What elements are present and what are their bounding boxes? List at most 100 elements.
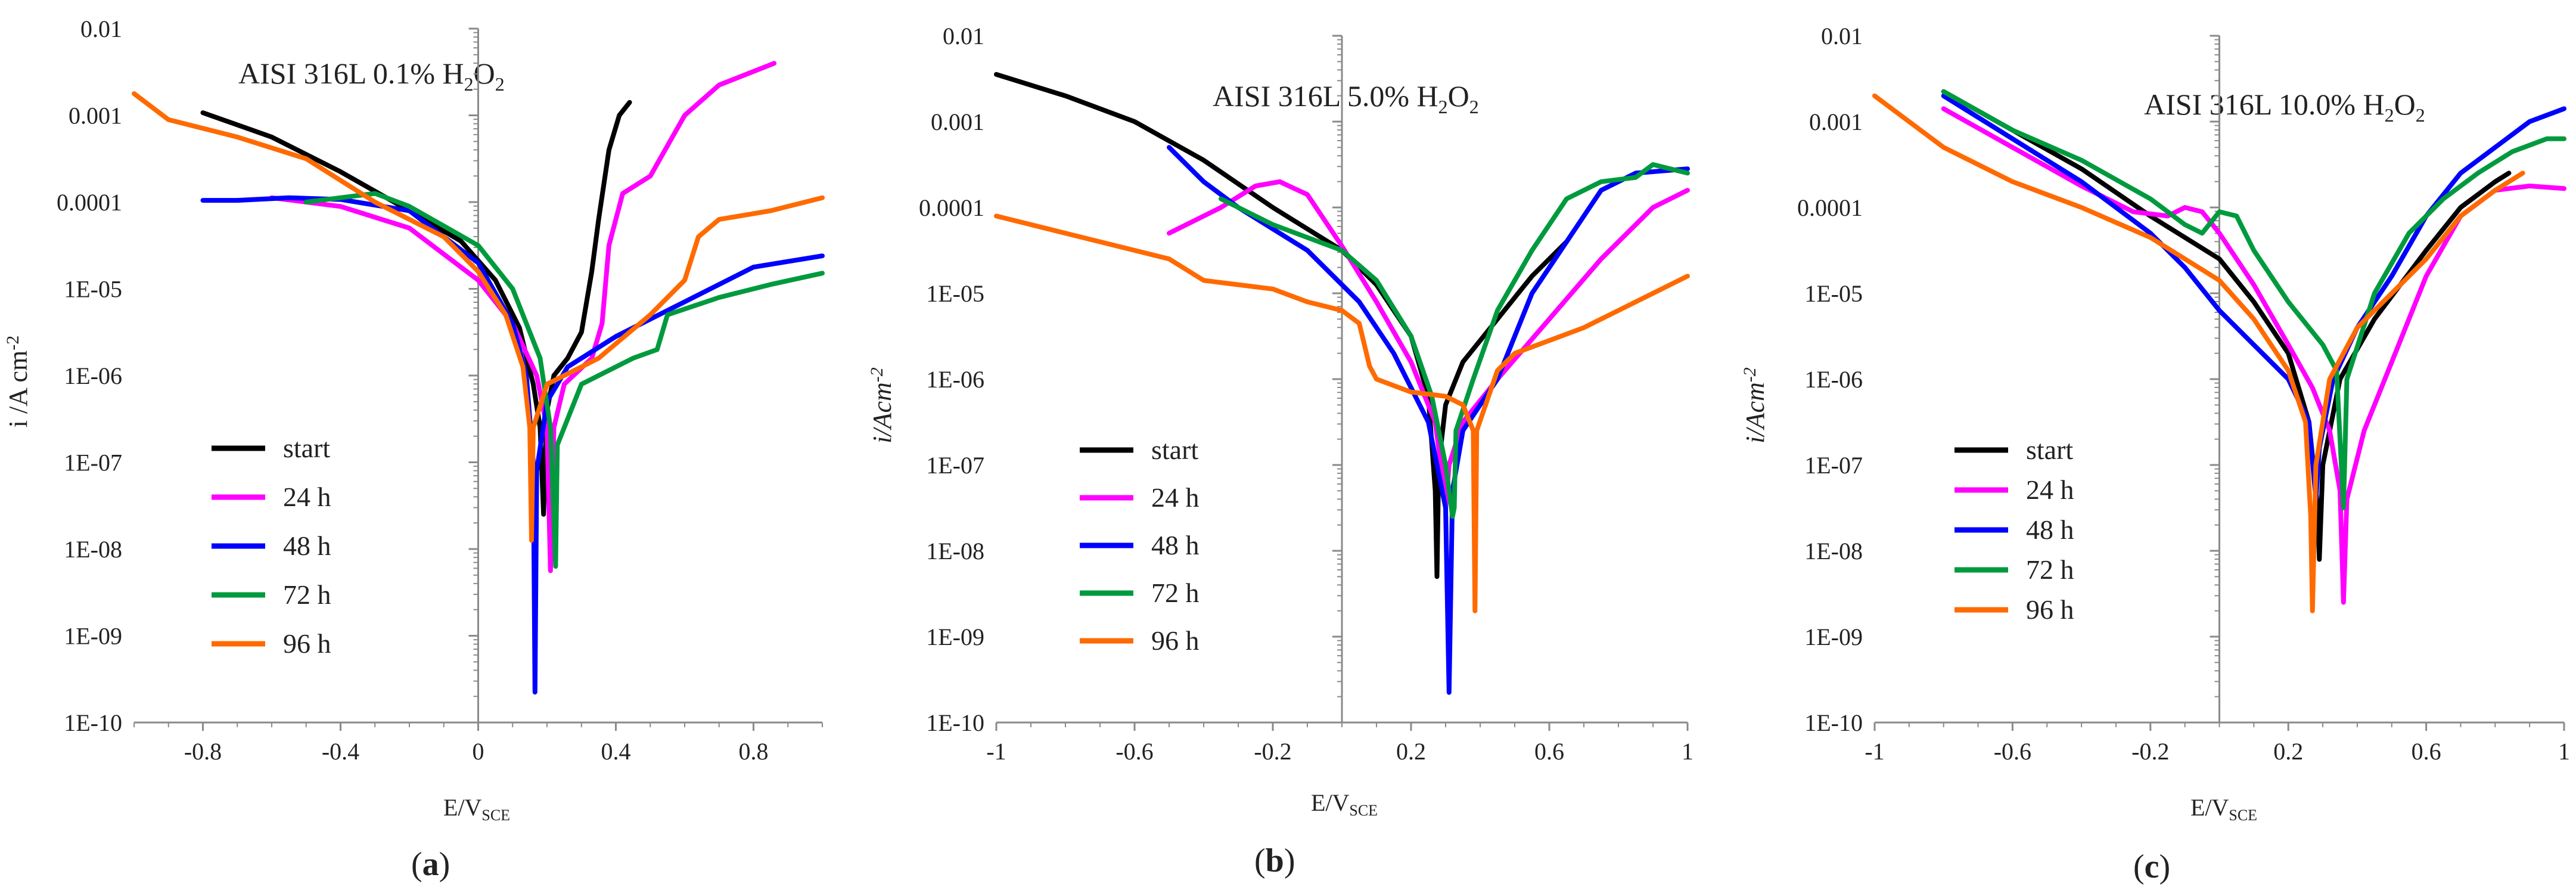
panel-c-xlabel: E/VSCE bbox=[2190, 794, 2257, 824]
panel-a-title-mid: O bbox=[474, 57, 495, 90]
plot-layer: 1E-10 1E-09 1E-08 1E-07 1E-06 1E-05 0.0001 0.00… bbox=[57, 15, 2570, 765]
panel-c-y-tick-label: 0.01 bbox=[1821, 23, 1863, 49]
panel-a-series-72-h bbox=[303, 191, 825, 569]
panel-b-legend: start 24 h 48 h 72 h 96 h bbox=[1080, 435, 1200, 656]
panel-a-x-tick-label: 0.4 bbox=[601, 738, 631, 765]
panel-b-series-24-h bbox=[1167, 179, 1690, 510]
panel-c-ylabel-sup: -2 bbox=[1740, 367, 1760, 382]
panel-a-x-tick-label: 0.8 bbox=[739, 738, 769, 765]
panel-c-ylabel: i/Acm-2 bbox=[1740, 367, 1770, 444]
panel-c-label-letter: c bbox=[2145, 848, 2159, 885]
panel-c-title-main: AISI 316L 10.0% H bbox=[2144, 88, 2385, 121]
panel-b-ylabel-main: i/Acm bbox=[868, 382, 897, 444]
panel-a-label-letter: a bbox=[422, 846, 439, 883]
panel-b-legend-label-start: start bbox=[1151, 435, 1198, 465]
panel-a-y-tick-label: 0.0001 bbox=[57, 189, 122, 216]
panel-b-label: (b) bbox=[1254, 842, 1295, 879]
panel-c-y-tick-label: 0.001 bbox=[1809, 108, 1863, 135]
panel-c-plot: 1E-10 1E-09 1E-08 1E-07 1E-06 1E-05 0.0001 0.00… bbox=[1797, 23, 2570, 765]
panel-a-series-96-h bbox=[132, 91, 825, 543]
panel-c-x-tick-label: 0.6 bbox=[2412, 738, 2441, 765]
panel-a-title-sub2: 2 bbox=[495, 73, 505, 95]
panel-b-xlabel-sub: SCE bbox=[1349, 802, 1378, 819]
panel-c-legend-label-48-h: 48 h bbox=[2026, 514, 2074, 545]
panel-c-x-tick-label: 0.2 bbox=[2273, 738, 2303, 765]
panel-b-ylabel-sup: -2 bbox=[867, 367, 887, 382]
panel-b-x-tick-label: 0.2 bbox=[1396, 738, 1426, 765]
panel-a-y-tick-label: 1E-05 bbox=[64, 276, 122, 303]
panel-a: AISI 316L 0.1% H2O2 i /A cm-2 E/VSCE (a) bbox=[3, 57, 510, 883]
panel-b-legend-label-96-h: 96 h bbox=[1151, 625, 1200, 656]
panel-b-title-sub1: 2 bbox=[1438, 96, 1448, 117]
panel-a-legend-label-96-h: 96 h bbox=[283, 628, 331, 659]
panel-c-xlabel-main: E/V bbox=[2190, 794, 2229, 821]
panel-b-x-tick-label: -1 bbox=[986, 738, 1006, 765]
panel-c-series-72-h bbox=[1941, 89, 2566, 510]
panel-c-legend-label-24-h: 24 h bbox=[2026, 475, 2074, 505]
panel-c-title-sub1: 2 bbox=[2385, 104, 2394, 126]
panel-b-x-tick-label: -0.6 bbox=[1115, 738, 1153, 765]
panel-a-legend-label-48-h: 48 h bbox=[283, 531, 331, 561]
panel-b-series-48-h bbox=[1167, 145, 1690, 695]
panel-c-legend-label-start: start bbox=[2026, 435, 2073, 465]
panel-c-legend-label-72-h: 72 h bbox=[2026, 554, 2074, 585]
panel-a-y-tick-label: 0.001 bbox=[69, 103, 122, 129]
panel-a-y-tick-label: 1E-07 bbox=[64, 449, 122, 476]
panel-a-label: (a) bbox=[411, 846, 450, 883]
panel-a-y-tick-label: 1E-08 bbox=[64, 536, 122, 563]
panel-a-title-main: AISI 316L 0.1% H bbox=[238, 57, 464, 90]
panel-a-xlabel-sub: SCE bbox=[481, 807, 510, 824]
panel-c-y-tick-label: 1E-10 bbox=[1804, 709, 1863, 736]
panel-a-plot: 1E-10 1E-09 1E-08 1E-07 1E-06 1E-05 0.0001 0.00… bbox=[57, 15, 825, 765]
panel-b-series-96-h bbox=[994, 213, 1690, 613]
panel-a-xlabel-main: E/V bbox=[443, 794, 482, 821]
panel-c-series-96-h bbox=[1872, 93, 2525, 613]
panel-b-label-letter: b bbox=[1266, 842, 1284, 879]
panel-a-title: AISI 316L 0.1% H2O2 bbox=[238, 57, 505, 95]
panel-b-y-tick-label: 1E-07 bbox=[926, 452, 984, 479]
panel-a-legend-label-72-h: 72 h bbox=[283, 579, 331, 610]
panel-c-series-start bbox=[1941, 89, 2512, 562]
panel-a-legend-label-24-h: 24 h bbox=[283, 482, 331, 512]
panel-c-x-tick-label: -0.2 bbox=[2131, 738, 2169, 765]
panel-b-series-start bbox=[994, 72, 1569, 579]
panel-a-y-tick-label: 1E-09 bbox=[64, 623, 122, 650]
panel-b-y-tick-label: 1E-05 bbox=[926, 280, 984, 307]
panel-c-label: (c) bbox=[2133, 848, 2170, 885]
panel-b-y-tick-label: 0.01 bbox=[943, 23, 984, 49]
panel-a-ylabel-sup: -2 bbox=[3, 336, 23, 351]
panel-b-xlabel-main: E/V bbox=[1311, 789, 1350, 816]
panel-c-legend-label-96-h: 96 h bbox=[2026, 594, 2074, 625]
panel-b-ylabel: i/Acm-2 bbox=[867, 367, 897, 444]
panel-c-title-mid: O bbox=[2394, 88, 2416, 121]
panel-b-title: AISI 316L 5.0% H2O2 bbox=[1213, 79, 1479, 117]
panel-b: AISI 316L 5.0% H2O2 i/Acm-2 E/VSCE (b) bbox=[867, 79, 1479, 879]
panel-c-y-tick-label: 1E-07 bbox=[1804, 452, 1863, 479]
panel-a-y-tick-label: 1E-06 bbox=[64, 362, 122, 389]
panel-a-xlabel: E/VSCE bbox=[443, 794, 510, 824]
panel-c-x-tick-label: -1 bbox=[1865, 738, 1884, 765]
panel-b-y-tick-label: 0.001 bbox=[931, 108, 984, 135]
panel-a-y-tick-label: 0.01 bbox=[80, 15, 122, 42]
panel-a-x-tick-label: 0 bbox=[473, 738, 484, 765]
panel-b-x-tick-label: 1 bbox=[1682, 738, 1693, 765]
panel-b-x-tick-label: -0.2 bbox=[1254, 738, 1291, 765]
panel-c-legend: start 24 h 48 h 72 h 96 h bbox=[1954, 435, 2074, 625]
panel-b-y-tick-label: 1E-10 bbox=[926, 709, 984, 736]
panel-b-legend-label-72-h: 72 h bbox=[1151, 578, 1200, 608]
panel-a-x-tick-label: -0.8 bbox=[184, 738, 222, 765]
panel-a-legend: start 24 h 48 h 72 h 96 h bbox=[212, 433, 331, 659]
panel-a-series-24-h bbox=[269, 61, 777, 573]
panel-c-series-24-h bbox=[1941, 106, 2566, 605]
panel-b-series-72-h bbox=[1219, 162, 1690, 519]
panel-a-y-tick-label: 1E-10 bbox=[64, 709, 122, 736]
panel-c-ylabel-main: i/Acm bbox=[1741, 382, 1770, 444]
panel-b-legend-label-48-h: 48 h bbox=[1151, 530, 1200, 560]
panel-c-xlabel-sub: SCE bbox=[2229, 807, 2257, 824]
panel-c-y-tick-label: 1E-09 bbox=[1804, 624, 1863, 650]
panel-c-x-tick-label: -0.6 bbox=[1994, 738, 2031, 765]
panel-b-title-main: AISI 316L 5.0% H bbox=[1213, 79, 1438, 113]
panel-c-y-tick-label: 1E-06 bbox=[1804, 366, 1863, 393]
panel-c: AISI 316L 10.0% H2O2 i/Acm-2 E/VSCE (c) bbox=[1740, 88, 2425, 885]
